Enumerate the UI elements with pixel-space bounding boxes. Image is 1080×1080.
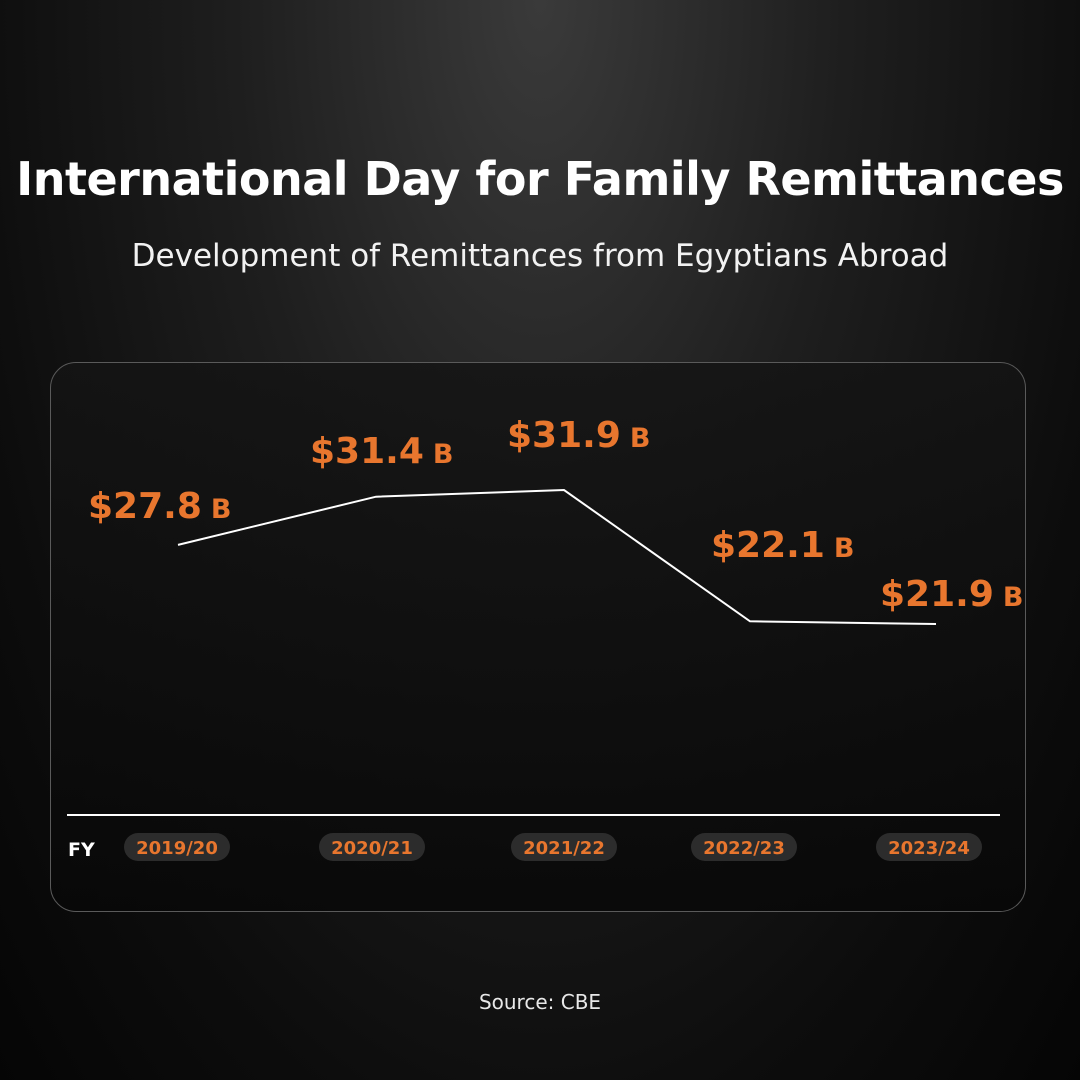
category-pill-3 — [511, 833, 617, 861]
category-pill-4 — [691, 833, 797, 861]
category-pill-1 — [124, 833, 230, 861]
data-label-5: $21.9 B — [880, 574, 1023, 615]
data-label-1: $27.8 B — [88, 486, 231, 527]
series-line — [177, 488, 937, 625]
data-label-2: $31.4 B — [310, 431, 453, 472]
data-label-4: $22.1 B — [711, 525, 854, 566]
tick-label-2: 2020/21 — [331, 838, 413, 859]
category-pill-2 — [319, 833, 425, 861]
tick-label-4: 2022/23 — [703, 838, 785, 859]
tick-label-5: 2023/24 — [888, 838, 970, 859]
category-pill-5 — [876, 833, 982, 861]
page-subtitle: Development of Remittances from Egyptian… — [131, 238, 949, 274]
page-title: International Day for Family Remittances — [16, 152, 1064, 206]
source-note: Source: CBE — [478, 990, 602, 1014]
tick-label-3: 2021/22 — [523, 838, 605, 859]
x-axis-label: FY — [68, 839, 95, 861]
data-label-3: $31.9 B — [507, 415, 650, 456]
tick-label-1: 2019/20 — [136, 838, 218, 859]
chart-card — [50, 362, 1026, 912]
